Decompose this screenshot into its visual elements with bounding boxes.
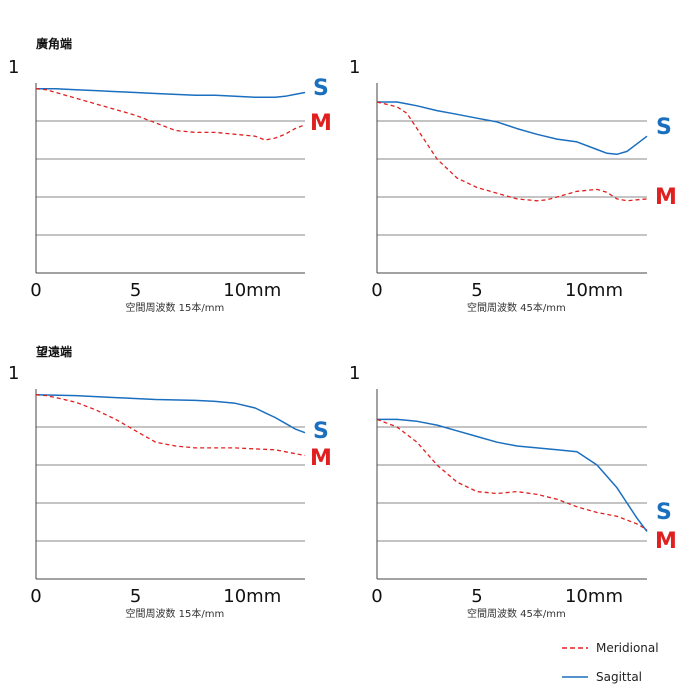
x-tick-label: 10mm — [565, 280, 623, 301]
series-sagittal-line — [35, 393, 306, 434]
series-meridional-line — [376, 101, 648, 202]
y-axis-top-label: 1 — [349, 57, 360, 78]
x-tick-label: 5 — [130, 586, 141, 607]
x-tick-label: 0 — [371, 586, 382, 607]
series-tag-s: S — [313, 419, 329, 444]
y-axis-top-label: 1 — [8, 363, 19, 384]
section-label: 廣角端 — [36, 36, 72, 51]
x-tick-label: 0 — [30, 586, 41, 607]
series-sagittal-line — [377, 418, 648, 532]
x-tick-label: 10mm — [223, 280, 281, 301]
series-tag-s: S — [656, 115, 672, 140]
x-axis-label: 空間周波数 45本/mm — [467, 607, 566, 620]
x-tick-label: 5 — [130, 280, 141, 301]
series-sagittal-line — [36, 87, 306, 99]
series-tag-s: S — [656, 500, 672, 525]
section-label: 望遠端 — [36, 344, 72, 359]
series-meridional-line — [376, 418, 648, 531]
series-sagittal-line — [377, 101, 648, 156]
x-axis-label: 空間周波数 45本/mm — [467, 301, 566, 314]
y-axis-top-label: 1 — [8, 57, 19, 78]
series-meridional-line — [35, 394, 306, 457]
x-tick-label: 5 — [471, 586, 482, 607]
legend: Meridional Sagittal — [562, 641, 659, 684]
y-axis-top-label: 1 — [349, 363, 360, 384]
x-tick-label: 10mm — [223, 586, 281, 607]
series-tag-s: S — [313, 76, 329, 101]
series-tag-m: M — [655, 529, 677, 554]
series-tag-m: M — [310, 446, 332, 471]
x-axis-label: 空間周波数 15本/mm — [126, 607, 225, 620]
x-tick-label: 0 — [371, 280, 382, 301]
x-axis-label: 空間周波数 15本/mm — [126, 301, 225, 314]
x-tick-label: 10mm — [565, 586, 623, 607]
legend-sagittal-label: Sagittal — [596, 670, 642, 684]
series-tag-m: M — [655, 185, 677, 210]
x-tick-label: 0 — [30, 280, 41, 301]
series-meridional-line — [35, 88, 306, 141]
legend-meridional-label: Meridional — [596, 641, 659, 655]
series-tag-m: M — [310, 111, 332, 136]
x-tick-label: 5 — [471, 280, 482, 301]
